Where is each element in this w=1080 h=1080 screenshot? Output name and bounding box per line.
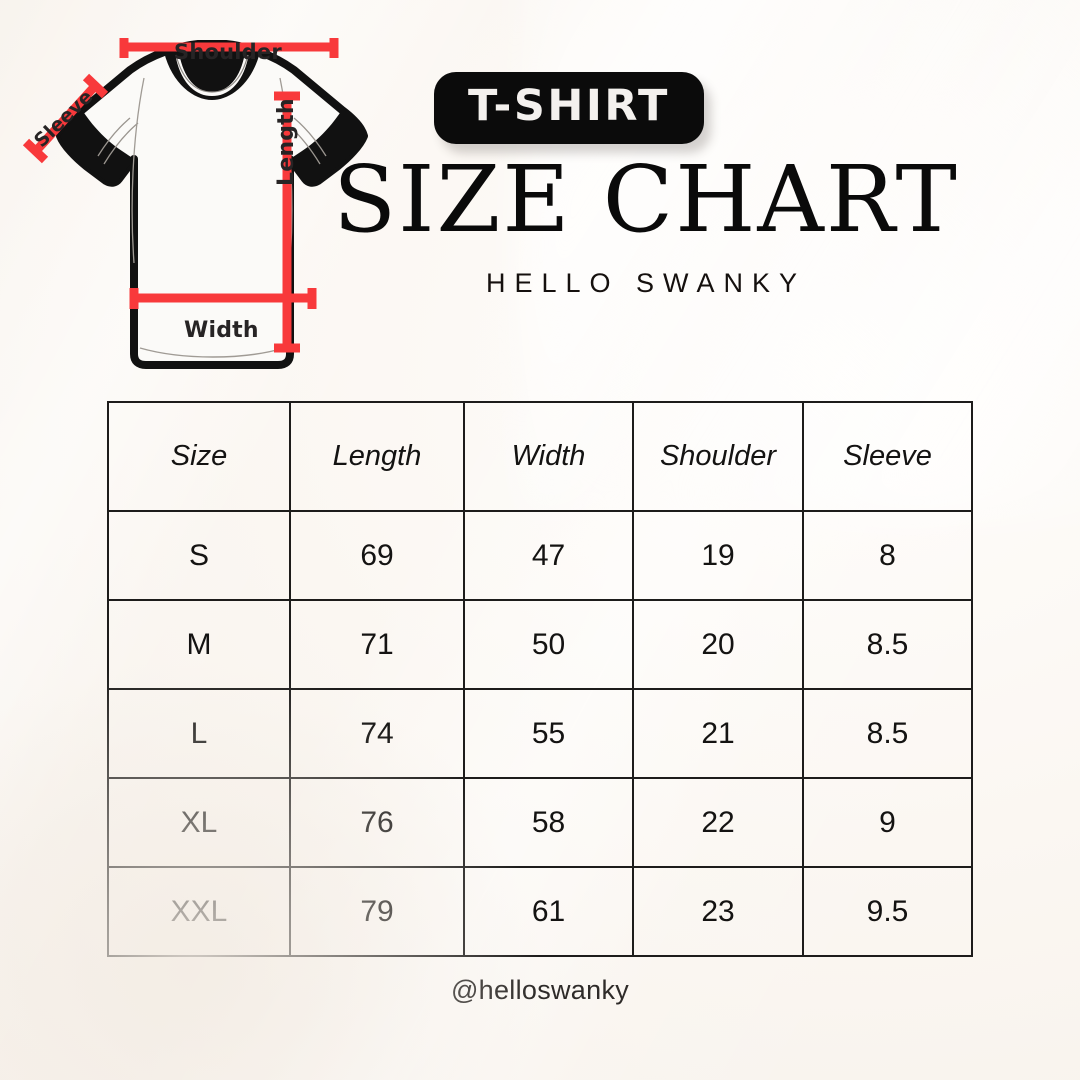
table-row: S 69 47 19 8 xyxy=(107,510,973,601)
shirt-collar xyxy=(164,41,260,100)
cell-shoulder: 20 xyxy=(632,599,804,690)
cell-length: 79 xyxy=(289,866,465,957)
column-header-sleeve: Sleeve xyxy=(802,401,973,512)
cell-width: 61 xyxy=(463,866,634,957)
cell-size: M xyxy=(107,599,291,690)
shoulder-measure-arrow xyxy=(119,38,339,58)
fold-left-body xyxy=(131,77,145,264)
width-measure-arrow xyxy=(129,288,317,309)
cell-shoulder: 19 xyxy=(632,510,804,601)
table-row: XXL 79 61 23 9.5 xyxy=(107,866,973,957)
cell-width: 47 xyxy=(463,510,634,601)
length-measure-arrow xyxy=(274,91,300,353)
hem-line xyxy=(139,347,285,358)
category-badge-label: T-SHIRT xyxy=(468,81,670,131)
left-sleeve-cuff xyxy=(60,110,134,183)
cell-width: 55 xyxy=(463,688,634,779)
fold-left-sleeve xyxy=(97,117,131,157)
cell-length: 69 xyxy=(289,510,465,601)
sleeve-measure-arrow xyxy=(22,73,109,164)
column-header-width: Width xyxy=(463,401,634,512)
page-title: SIZE CHART xyxy=(333,146,959,253)
neckline-crease xyxy=(175,54,249,93)
category-badge: T-SHIRT xyxy=(434,72,704,144)
shoulder-measure-label: Shoulder xyxy=(174,40,282,64)
cell-sleeve: 9 xyxy=(802,777,973,868)
cell-shoulder: 21 xyxy=(632,688,804,779)
cell-shoulder: 23 xyxy=(632,866,804,957)
table-row: XL 76 58 22 9 xyxy=(107,777,973,868)
size-table: Size Length Width Shoulder Sleeve S 69 4… xyxy=(107,401,973,957)
cell-length: 74 xyxy=(289,688,465,779)
cell-sleeve: 8 xyxy=(802,510,973,601)
table-header-row: Size Length Width Shoulder Sleeve xyxy=(107,401,973,512)
cell-sleeve: 8.5 xyxy=(802,688,973,779)
cell-width: 58 xyxy=(463,777,634,868)
fold-right-sleeve xyxy=(293,117,327,157)
cell-sleeve: 9.5 xyxy=(802,866,973,957)
size-table-wrapper: Size Length Width Shoulder Sleeve S 69 4… xyxy=(107,401,973,957)
cell-sleeve: 8.5 xyxy=(802,599,973,690)
column-header-size: Size xyxy=(107,401,291,512)
cell-size: S xyxy=(107,510,291,601)
brand-subtitle: HELLO SWANKY xyxy=(485,268,807,298)
width-measure-label: Width xyxy=(184,318,259,343)
table-row: L 74 55 21 8.5 xyxy=(107,688,973,779)
column-header-shoulder: Shoulder xyxy=(632,401,804,512)
tshirt-illustration: Shoulder Length Width Sleeve xyxy=(12,18,412,388)
column-header-length: Length xyxy=(289,401,465,512)
table-row: M 71 50 20 8.5 xyxy=(107,599,973,690)
tshirt-svg xyxy=(22,38,368,369)
cell-size: XL xyxy=(107,777,291,868)
cell-size: L xyxy=(107,688,291,779)
social-handle: @helloswanky xyxy=(450,975,630,1005)
cell-shoulder: 22 xyxy=(632,777,804,868)
cell-width: 50 xyxy=(463,599,634,690)
fold-left-sleeve-2 xyxy=(103,122,139,165)
right-sleeve-cuff xyxy=(290,110,364,183)
cell-length: 76 xyxy=(289,777,465,868)
cell-length: 71 xyxy=(289,599,465,690)
cell-size: XXL xyxy=(107,866,291,957)
